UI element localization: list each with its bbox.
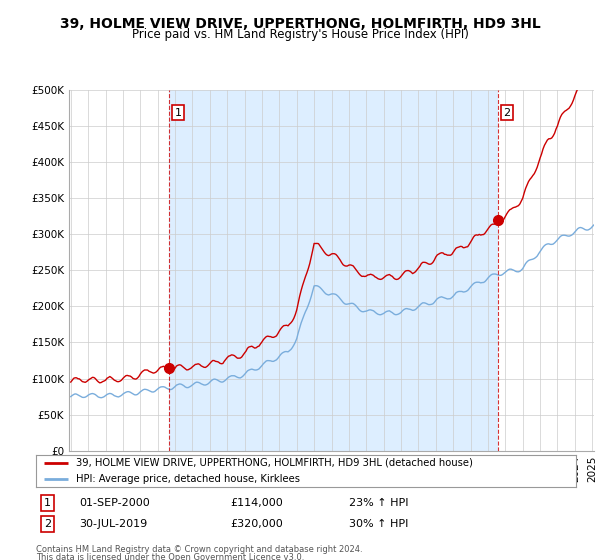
Text: 01-SEP-2000: 01-SEP-2000 — [79, 498, 150, 508]
Text: Price paid vs. HM Land Registry's House Price Index (HPI): Price paid vs. HM Land Registry's House … — [131, 28, 469, 41]
Text: 23% ↑ HPI: 23% ↑ HPI — [349, 498, 409, 508]
Text: 2: 2 — [503, 108, 511, 118]
Text: Contains HM Land Registry data © Crown copyright and database right 2024.: Contains HM Land Registry data © Crown c… — [36, 545, 362, 554]
Text: £320,000: £320,000 — [230, 519, 283, 529]
Text: 30% ↑ HPI: 30% ↑ HPI — [349, 519, 409, 529]
Text: 1: 1 — [44, 498, 51, 508]
Text: 2: 2 — [44, 519, 51, 529]
Bar — [169, 90, 498, 451]
Text: This data is licensed under the Open Government Licence v3.0.: This data is licensed under the Open Gov… — [36, 553, 304, 560]
Text: 39, HOLME VIEW DRIVE, UPPERTHONG, HOLMFIRTH, HD9 3HL: 39, HOLME VIEW DRIVE, UPPERTHONG, HOLMFI… — [59, 17, 541, 31]
Text: 39, HOLME VIEW DRIVE, UPPERTHONG, HOLMFIRTH, HD9 3HL (detached house): 39, HOLME VIEW DRIVE, UPPERTHONG, HOLMFI… — [77, 458, 473, 468]
Text: 1: 1 — [175, 108, 181, 118]
Text: HPI: Average price, detached house, Kirklees: HPI: Average price, detached house, Kirk… — [77, 474, 301, 484]
Text: £114,000: £114,000 — [230, 498, 283, 508]
Text: 30-JUL-2019: 30-JUL-2019 — [79, 519, 148, 529]
